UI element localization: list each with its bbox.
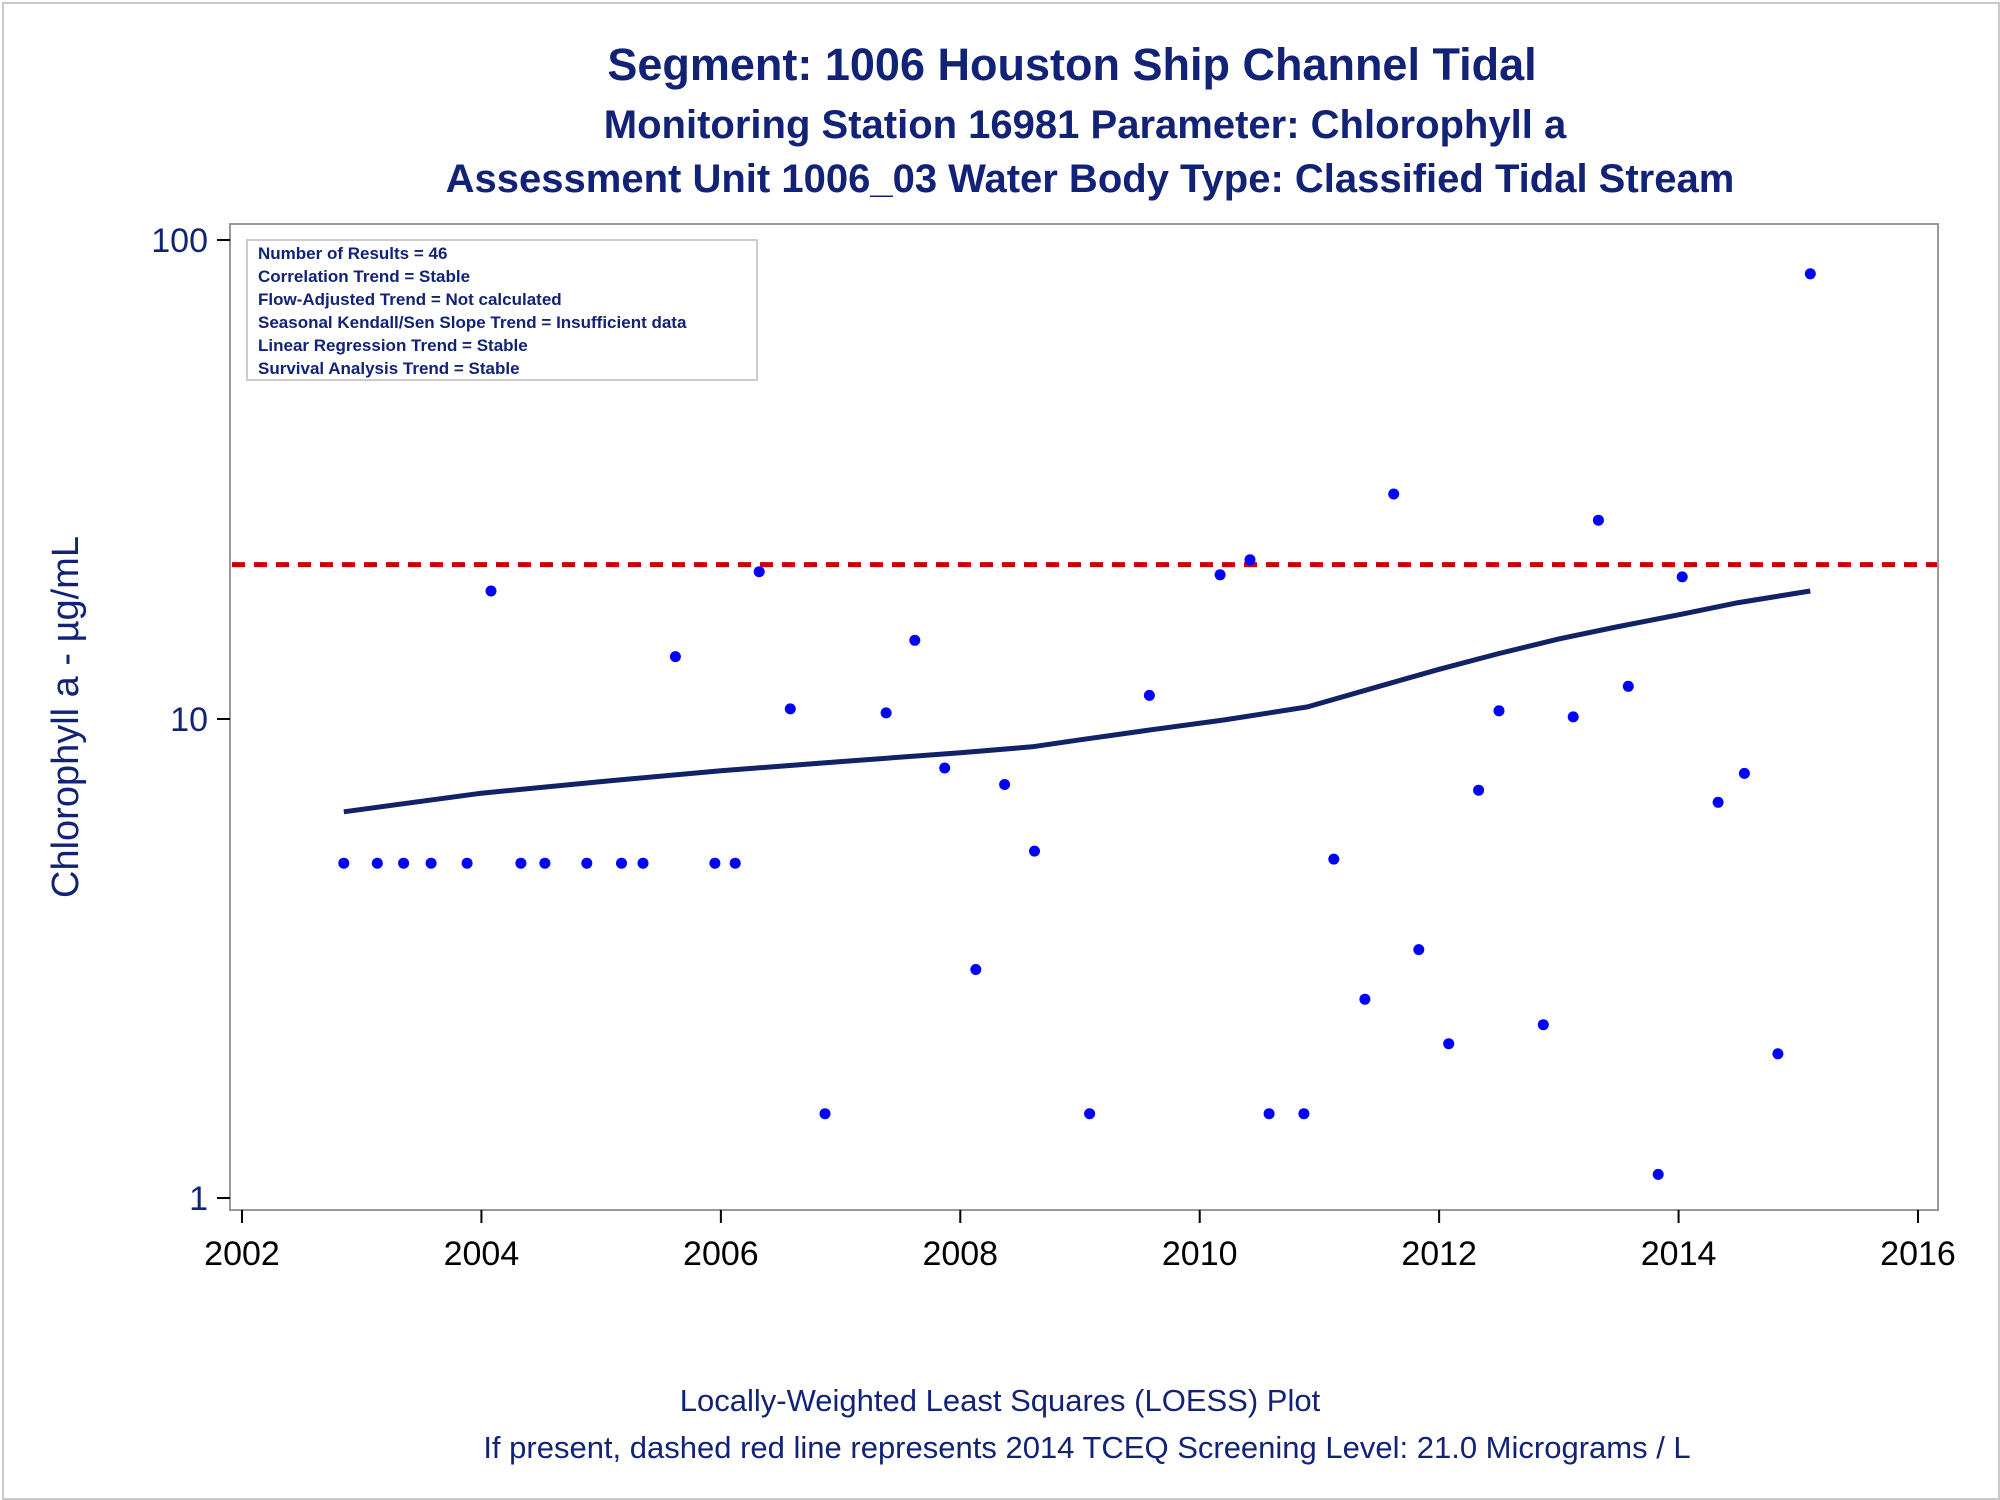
data-point-39 xyxy=(1622,680,1634,692)
data-point-12 xyxy=(709,857,721,869)
data-point-20 xyxy=(970,964,982,975)
data-point-37 xyxy=(1567,711,1579,723)
data-point-34 xyxy=(1473,784,1485,796)
data-point-31 xyxy=(1388,488,1400,500)
data-point-6 xyxy=(515,857,527,869)
x-tick-label-2014: 2014 xyxy=(1641,1235,1717,1273)
x-tick-label-2006: 2006 xyxy=(683,1235,759,1273)
data-point-44 xyxy=(1772,1048,1784,1060)
data-point-10 xyxy=(637,857,649,869)
data-point-32 xyxy=(1413,944,1425,956)
y-tick-label-10: 10 xyxy=(170,701,208,739)
footnote-loess: Locally-Weighted Least Squares (LOESS) P… xyxy=(680,1383,1321,1418)
data-point-25 xyxy=(1214,569,1226,581)
data-point-2 xyxy=(398,857,410,869)
data-point-45 xyxy=(1804,268,1816,280)
data-point-41 xyxy=(1676,571,1688,583)
stats-line-flow-adjusted: Flow-Adjusted Trend = Not calculated xyxy=(258,290,562,309)
data-point-7 xyxy=(539,857,551,869)
data-point-9 xyxy=(616,857,627,869)
data-point-40 xyxy=(1652,1168,1664,1180)
data-point-11 xyxy=(669,651,681,663)
data-point-1 xyxy=(371,857,383,869)
stats-line-survival: Survival Analysis Trend = Stable xyxy=(258,359,520,378)
data-point-13 xyxy=(729,857,741,869)
data-point-27 xyxy=(1263,1108,1275,1120)
data-point-5 xyxy=(485,585,497,597)
x-tick-label-2010: 2010 xyxy=(1162,1235,1238,1273)
data-point-18 xyxy=(909,634,921,646)
data-point-15 xyxy=(784,703,796,715)
x-tick-label-2004: 2004 xyxy=(444,1235,520,1273)
plot-area xyxy=(229,223,1939,1211)
x-axis: 2002 2004 2006 2008 2010 2012 2014 2016 xyxy=(204,1210,1956,1273)
stats-box-border xyxy=(246,239,758,381)
data-point-29 xyxy=(1328,853,1340,865)
data-point-14 xyxy=(753,566,765,578)
stats-line-linear-regression: Linear Regression Trend = Stable xyxy=(258,336,528,355)
footnote-screening: If present, dashed red line represents 2… xyxy=(483,1430,1690,1465)
data-points xyxy=(338,268,1816,1180)
data-point-33 xyxy=(1443,1038,1455,1050)
stats-box: Number of Results = 46 Correlation Trend… xyxy=(246,239,758,381)
data-point-43 xyxy=(1738,767,1750,779)
x-tick-label-2016: 2016 xyxy=(1880,1235,1956,1273)
data-point-19 xyxy=(939,762,951,774)
data-point-42 xyxy=(1712,796,1724,808)
stats-line-seasonal-kendall: Seasonal Kendall/Sen Slope Trend = Insuf… xyxy=(258,313,687,332)
data-point-17 xyxy=(880,707,892,719)
data-point-22 xyxy=(1029,845,1040,857)
data-point-0 xyxy=(338,857,350,869)
stats-line-results: Number of Results = 46 xyxy=(258,244,447,263)
y-tick-label-1: 1 xyxy=(189,1180,208,1218)
loess-line xyxy=(343,588,1811,815)
chart-subtitle-2: Assessment Unit 1006_03 Water Body Type:… xyxy=(446,157,1735,201)
x-tick-label-2008: 2008 xyxy=(922,1235,998,1273)
data-point-3 xyxy=(425,857,437,869)
data-point-35 xyxy=(1493,705,1505,717)
data-point-16 xyxy=(819,1108,831,1120)
x-tick-label-2002: 2002 xyxy=(204,1235,280,1273)
y-axis: 1 10 100 xyxy=(151,222,230,1218)
chart-subtitle: Monitoring Station 16981 Parameter: Chlo… xyxy=(604,103,1567,147)
data-point-23 xyxy=(1084,1108,1096,1120)
data-point-36 xyxy=(1537,1019,1549,1031)
data-point-4 xyxy=(461,857,473,869)
data-point-28 xyxy=(1298,1108,1310,1120)
stats-line-correlation: Correlation Trend = Stable xyxy=(258,267,470,286)
x-tick-label-2012: 2012 xyxy=(1401,1235,1477,1273)
data-point-26 xyxy=(1244,554,1256,566)
data-point-21 xyxy=(999,779,1011,790)
data-point-30 xyxy=(1359,993,1371,1005)
chart-title: Segment: 1006 Houston Ship Channel Tidal xyxy=(607,39,1536,90)
data-point-8 xyxy=(581,857,593,869)
data-point-38 xyxy=(1592,514,1604,526)
y-tick-label-100: 100 xyxy=(151,222,208,260)
data-point-24 xyxy=(1143,689,1155,701)
y-axis-label: Chlorophyll a - µg/mL xyxy=(45,536,87,898)
